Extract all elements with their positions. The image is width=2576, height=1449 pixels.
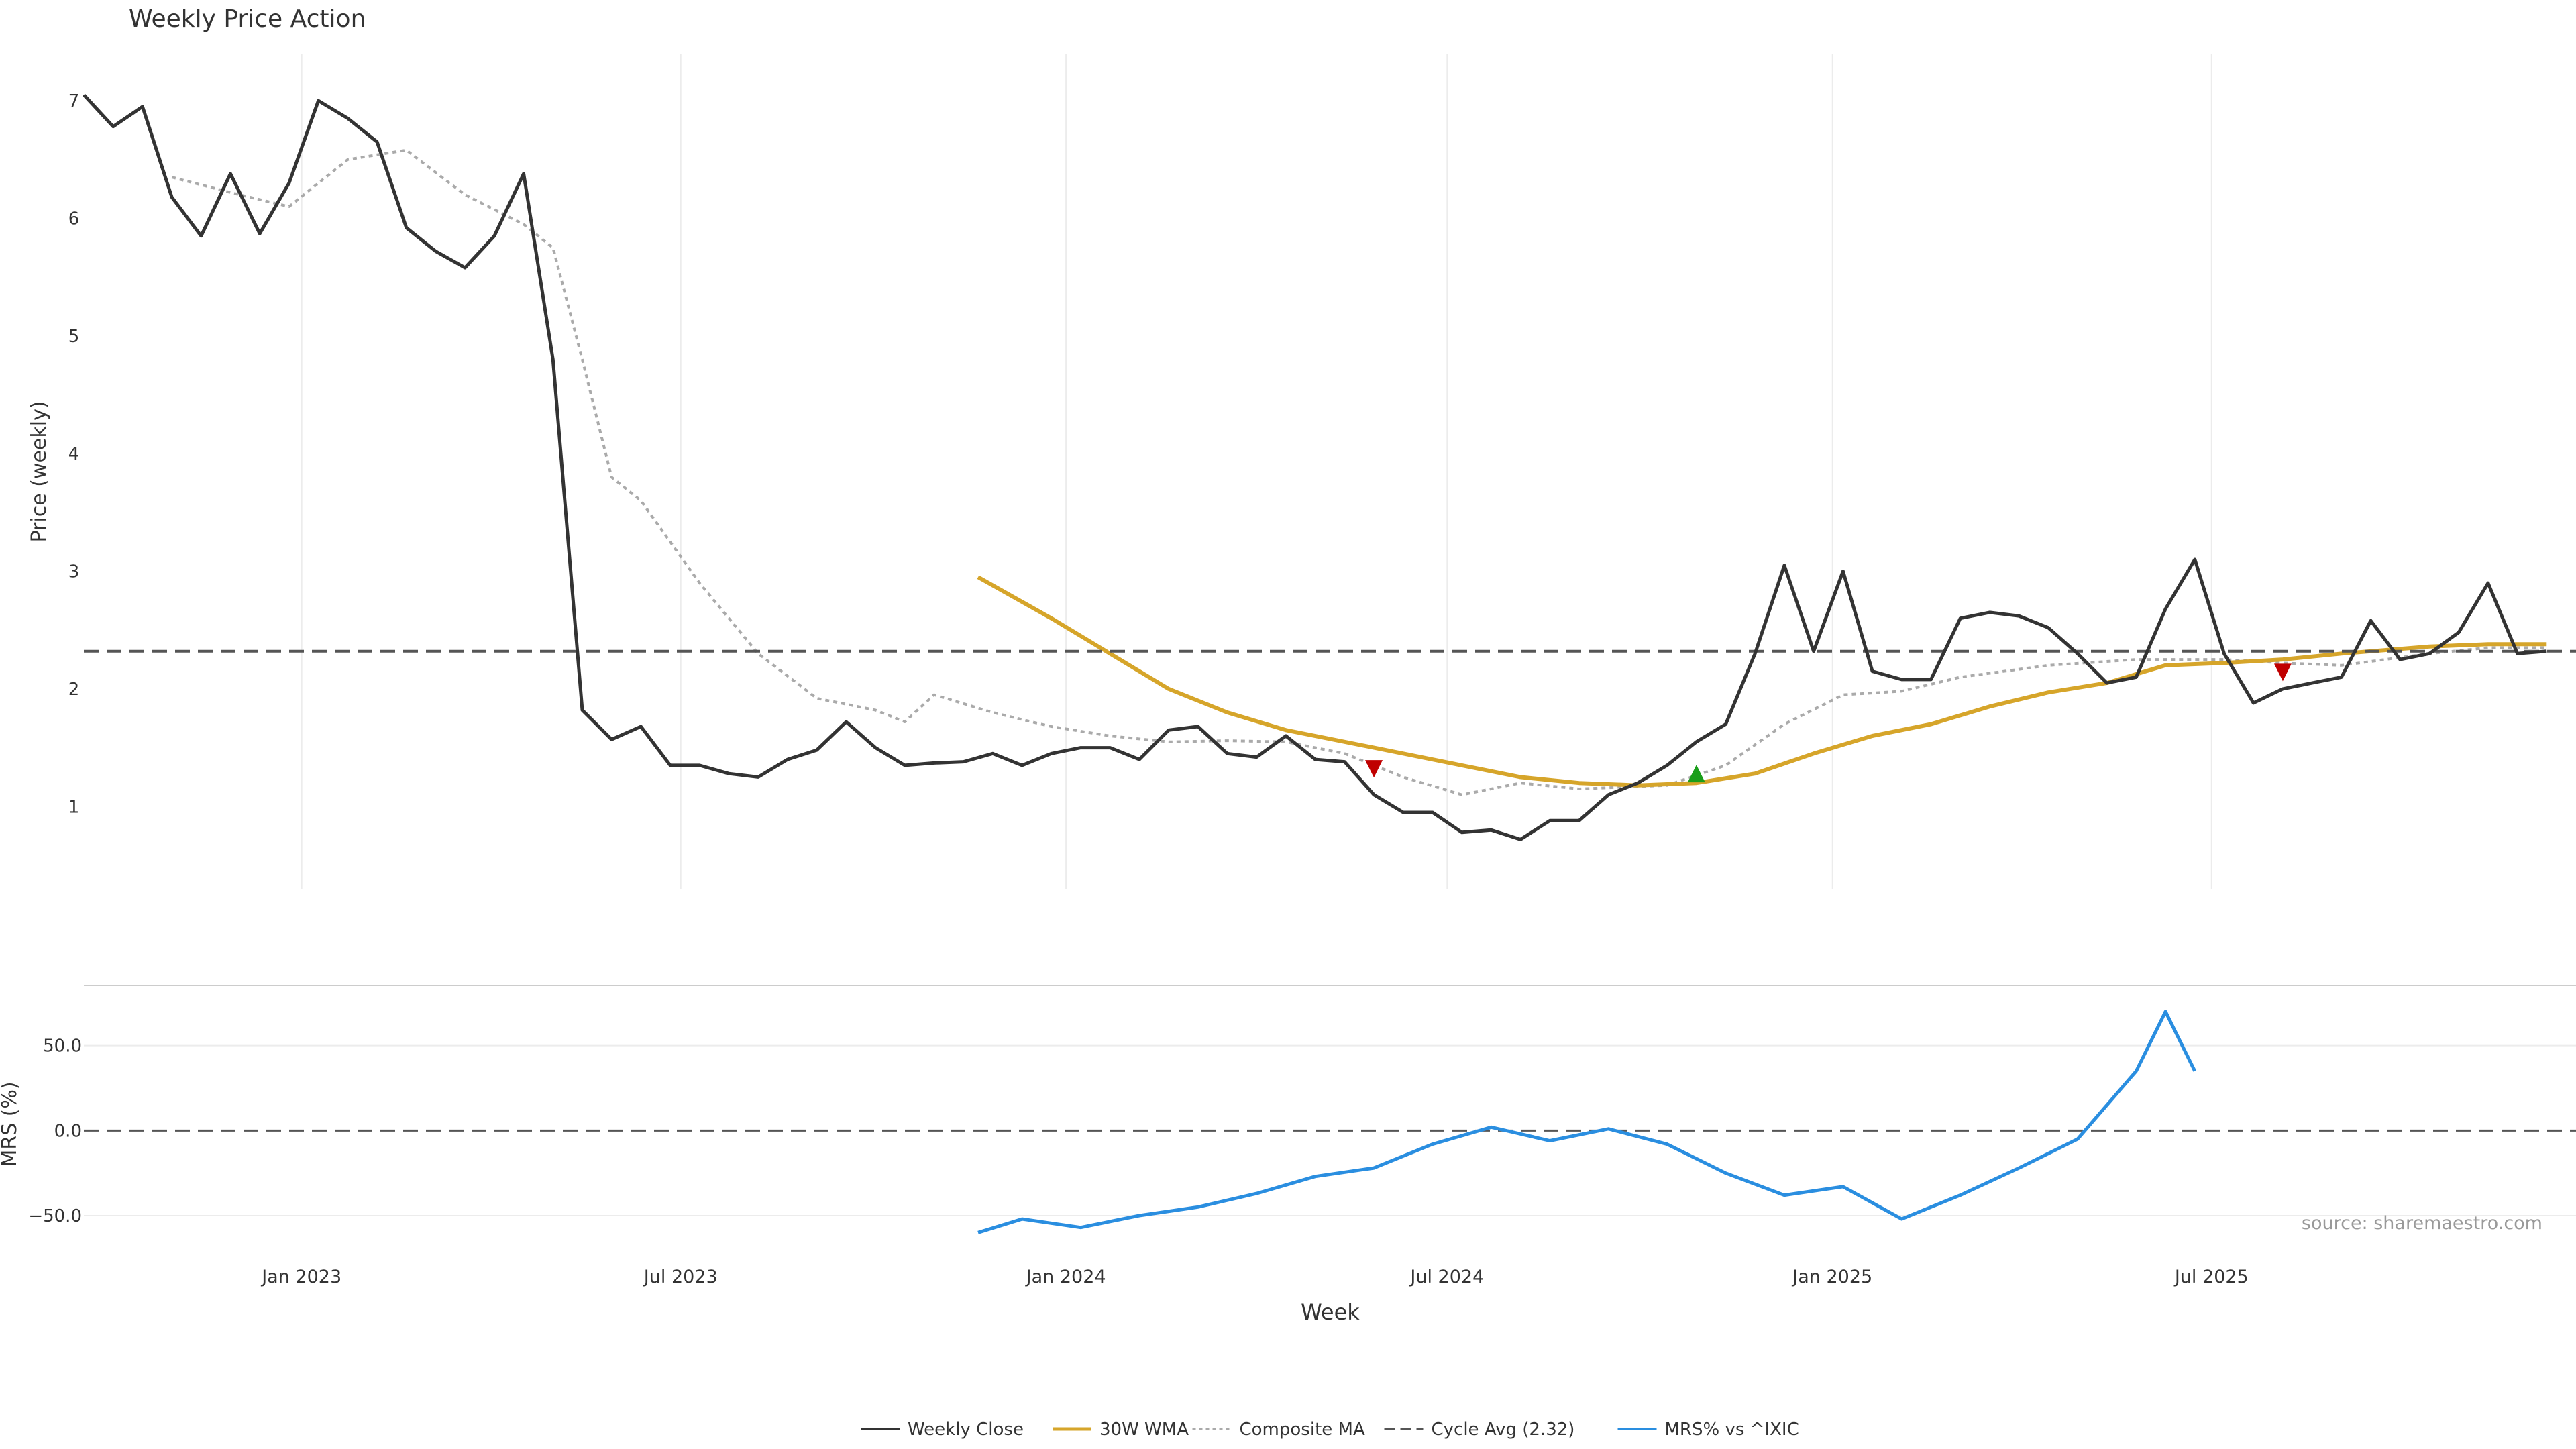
legend-label-mrs: MRS% vs ^IXIC [1665,1419,1799,1440]
source-watermark: source: sharemaestro.com [2302,1213,2542,1234]
mrs-y-axis-label: MRS (%) [0,1081,21,1167]
mrs-panel: MRS (%) 50.0 0.0 −50.0 source: sharemaestr… [0,1010,2576,1234]
x-tick-label: Jul 2025 [2174,1267,2249,1287]
x-tick-label: Jan 2025 [1791,1267,1872,1287]
x-tick-label: Jul 2024 [1409,1267,1484,1287]
sell-marker [1365,760,1383,778]
price-y-tick-label: 5 [68,327,80,347]
x-tick-label: Jan 2023 [260,1267,341,1287]
legend-label-cycle: Cycle Avg (2.32) [1432,1419,1575,1440]
mrs-series [977,1010,2197,1234]
x-tick-label: Jul 2023 [643,1267,718,1287]
series-composite [171,148,2547,796]
legend-label-close: Weekly Close [908,1419,1024,1440]
series-close [83,93,2547,841]
price-series [83,93,2576,841]
legend-label-composite: Composite MA [1240,1419,1365,1440]
price-y-tick-label: 6 [68,209,80,229]
price-y-tick-label: 3 [68,562,80,582]
series-wma [977,575,2547,788]
price-y-tick-label: 4 [68,444,80,464]
mrs-y-tick-label: 50.0 [43,1036,82,1057]
price-panel: Price (weekly) 1 2 3 4 5 6 7 [28,91,2576,841]
x-tick-labels: Jan 2023 Jul 2023 Jan 2024 Jul 2024 Jan 2025… [260,1267,2249,1287]
mrs-y-tick-label: 0.0 [54,1121,82,1141]
signal-markers [1365,663,2292,783]
sell-marker [2273,663,2292,682]
x-tick-label: Jan 2024 [1025,1267,1106,1287]
x-grid [301,54,2212,889]
x-axis-label: Week [1301,1299,1360,1325]
chart-title: Weekly Price Action [129,5,366,33]
price-y-axis-label: Price (weekly) [28,400,51,542]
price-y-tick-label: 2 [68,680,80,700]
price-y-ticks: 1 2 3 4 5 6 7 [68,91,80,817]
mrs-y-ticks: 50.0 0.0 −50.0 [28,1036,2576,1226]
series-mrs [977,1010,2197,1234]
buy-marker [1687,765,1705,783]
legend-label-wma: 30W WMA [1099,1419,1189,1440]
legend: Weekly Close 30W WMA Composite MA Cycle Avg… [861,1419,1799,1440]
price-y-tick-label: 1 [68,797,80,817]
mrs-y-tick-label: −50.0 [28,1206,82,1226]
price-y-tick-label: 7 [68,91,80,111]
